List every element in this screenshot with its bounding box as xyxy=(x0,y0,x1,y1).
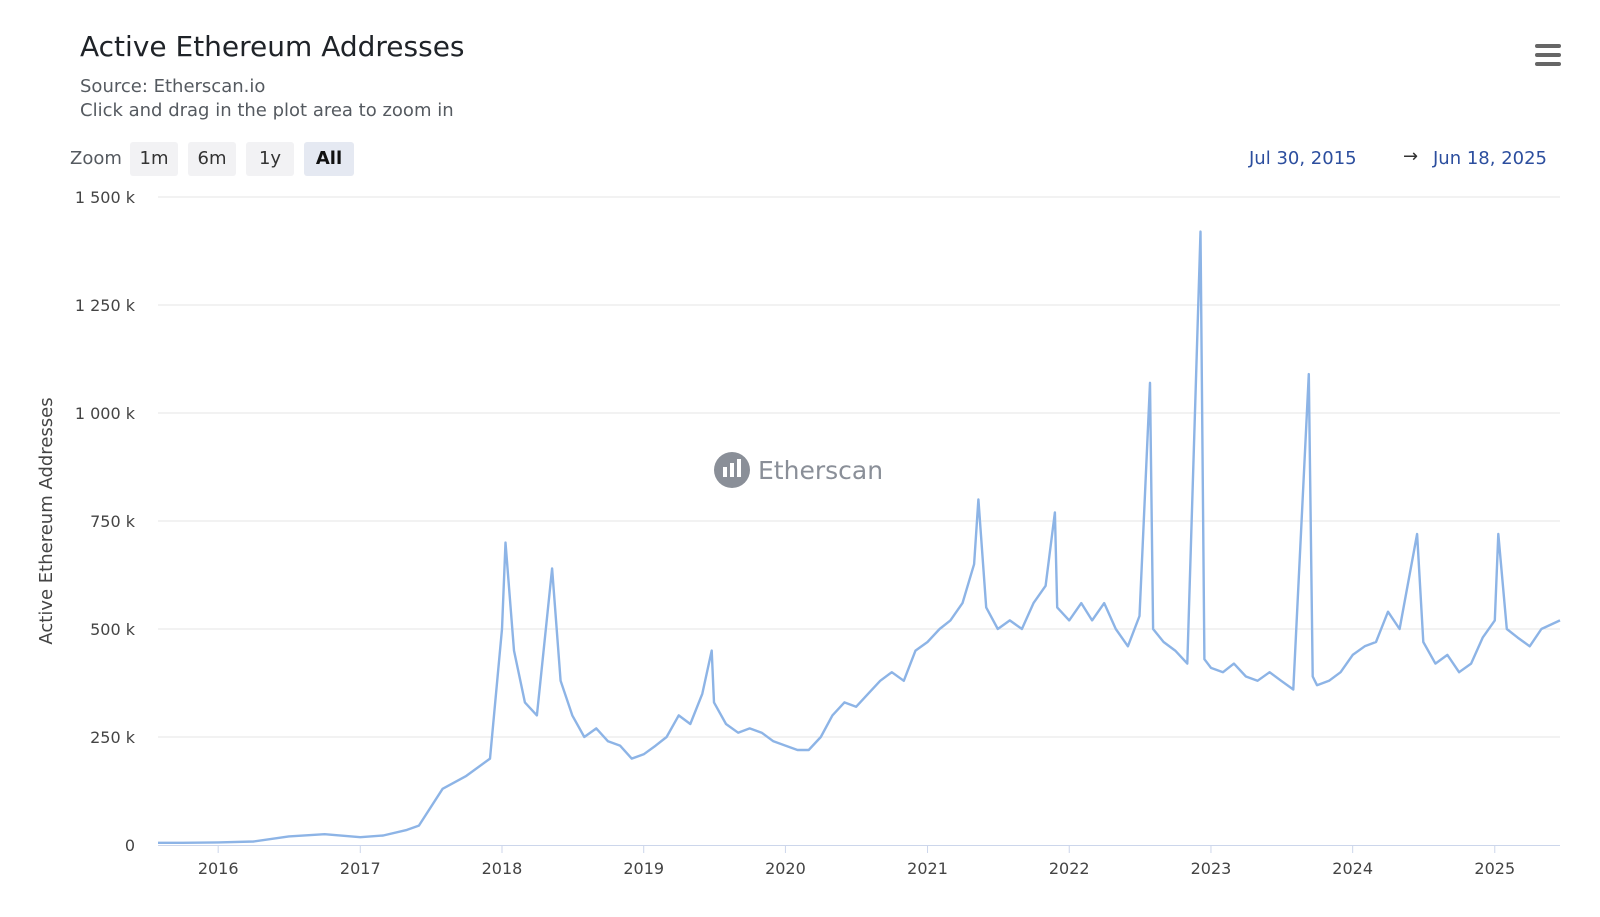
x-tick-label: 2016 xyxy=(198,859,239,878)
x-tick-label: 2017 xyxy=(340,859,381,878)
watermark-text: Etherscan xyxy=(758,456,883,485)
menu-bar xyxy=(1535,62,1561,66)
range-from[interactable]: Jul 30, 2015 xyxy=(1249,148,1357,169)
chart-title: Active Ethereum Addresses xyxy=(80,30,465,63)
y-tick-label: 1 250 k xyxy=(75,296,136,315)
watermark: Etherscan xyxy=(714,452,883,488)
menu-bar xyxy=(1535,53,1561,57)
x-tick-label: 2019 xyxy=(623,859,664,878)
y-axis-ticks: 0 250 k 500 k 750 k 1 000 k 1 250 k 1 500 k xyxy=(75,188,136,855)
chart-source: Source: Etherscan.io xyxy=(80,76,266,97)
x-tick-label: 2025 xyxy=(1474,859,1515,878)
x-tick-label: 2020 xyxy=(765,859,806,878)
grid-lines xyxy=(158,196,1560,738)
menu-bar xyxy=(1535,44,1561,48)
zoom-1m-button[interactable]: 1m xyxy=(130,142,178,176)
logo-bar xyxy=(730,463,734,477)
y-tick-label: 1 500 k xyxy=(75,188,136,207)
hamburger-menu-icon[interactable] xyxy=(1535,44,1561,66)
zoom-label: Zoom xyxy=(70,148,122,169)
zoom-6m-button[interactable]: 6m xyxy=(188,142,236,176)
y-tick-label: 1 000 k xyxy=(75,404,136,423)
x-tick-label: 2018 xyxy=(482,859,523,878)
x-tick-label: 2022 xyxy=(1049,859,1090,878)
y-tick-label: 750 k xyxy=(90,512,136,531)
logo-bar xyxy=(723,467,727,477)
x-tick-label: 2021 xyxy=(907,859,948,878)
y-tick-label: 0 xyxy=(125,836,135,855)
x-axis-ticks: 2016 2017 2018 2019 2020 2021 2022 2023 2024 2025 xyxy=(198,845,1515,878)
range-arrow-icon: → xyxy=(1403,146,1419,167)
x-tick-label: 2024 xyxy=(1332,859,1373,878)
range-to[interactable]: Jun 18, 2025 xyxy=(1433,148,1548,169)
chart-hint: Click and drag in the plot area to zoom … xyxy=(80,100,454,121)
logo-bar xyxy=(737,459,741,477)
zoom-all-button[interactable]: All xyxy=(304,142,354,176)
y-tick-label: 250 k xyxy=(90,728,136,747)
y-axis-label: Active Ethereum Addresses xyxy=(36,397,57,644)
zoom-1y-button[interactable]: 1y xyxy=(246,142,294,176)
y-tick-label: 500 k xyxy=(90,620,136,639)
series-line xyxy=(158,230,1561,844)
x-tick-label: 2023 xyxy=(1191,859,1232,878)
